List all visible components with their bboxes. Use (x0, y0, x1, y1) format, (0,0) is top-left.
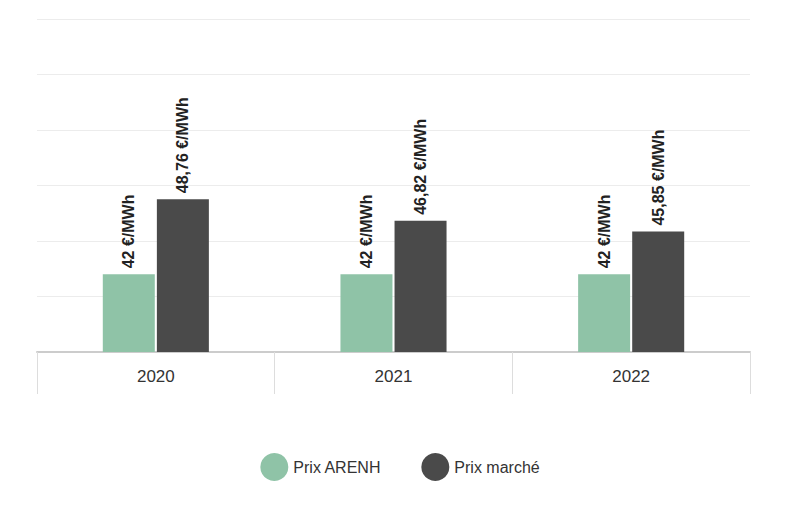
svg-text:2021: 2021 (375, 367, 413, 386)
svg-text:48,76 €/MWh: 48,76 €/MWh (174, 97, 191, 193)
svg-text:45,85 €/MWh: 45,85 €/MWh (650, 130, 667, 226)
svg-text:Prix ARENH: Prix ARENH (293, 459, 380, 476)
svg-text:42 €/MWh: 42 €/MWh (120, 195, 137, 269)
svg-text:42 €/MWh: 42 €/MWh (596, 195, 613, 269)
svg-text:42 €/MWh: 42 €/MWh (358, 195, 375, 269)
svg-text:Prix marché: Prix marché (454, 459, 539, 476)
svg-text:46,82 €/MWh: 46,82 €/MWh (412, 119, 429, 215)
svg-text:2022: 2022 (612, 367, 650, 386)
svg-text:2020: 2020 (137, 367, 175, 386)
